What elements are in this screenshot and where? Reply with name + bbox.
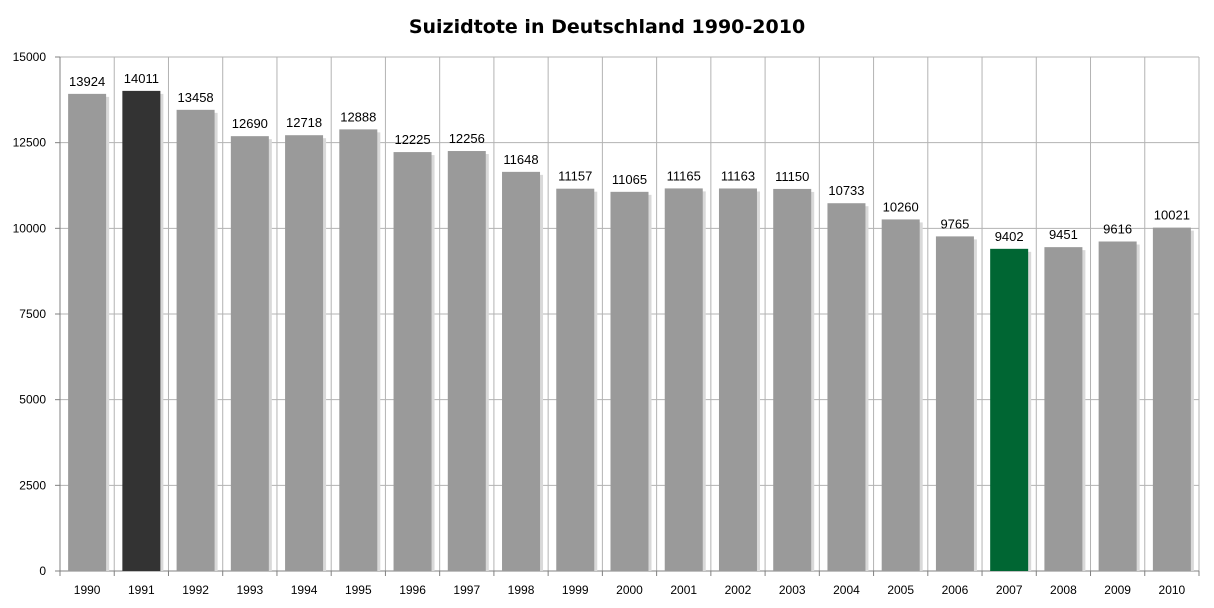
x-tick-label-1993: 1993	[236, 583, 263, 597]
bar-2000	[610, 191, 649, 571]
chart-title: Suizidtote in Deutschland 1990-2010	[409, 16, 805, 38]
x-tick-label-2008: 2008	[1050, 583, 1077, 597]
bar-2007	[990, 248, 1029, 571]
data-label-2009: 9616	[1103, 221, 1132, 236]
bar-2010	[1152, 227, 1191, 571]
bar-1996	[393, 152, 432, 571]
data-label-1990: 13924	[69, 74, 105, 89]
y-tick-label: 15000	[13, 50, 47, 64]
x-tick-label-1991: 1991	[128, 583, 155, 597]
y-tick-label: 12500	[13, 136, 47, 150]
y-tick-label: 7500	[19, 307, 46, 321]
data-label-2006: 9765	[940, 216, 969, 231]
x-tick-label-2001: 2001	[670, 583, 697, 597]
x-tick-label-2005: 2005	[887, 583, 914, 597]
x-tick-label-1994: 1994	[291, 583, 318, 597]
bar-2009	[1098, 241, 1137, 571]
bar-1990	[68, 93, 107, 571]
bar-2008	[1044, 247, 1083, 571]
x-tick-label-1996: 1996	[399, 583, 426, 597]
bar-2004	[827, 203, 866, 571]
x-tick-label-2003: 2003	[779, 583, 806, 597]
data-label-2002: 11163	[721, 168, 755, 183]
y-tick-label: 0	[39, 564, 46, 578]
x-tick-label-2007: 2007	[996, 583, 1023, 597]
data-label-2004: 10733	[828, 183, 864, 198]
bar-2006	[935, 236, 974, 572]
data-label-1999: 11157	[558, 169, 592, 184]
x-tick-label-1992: 1992	[182, 583, 209, 597]
bar-2003	[773, 188, 812, 571]
x-tick-label-2002: 2002	[725, 583, 752, 597]
x-tick-label-1997: 1997	[453, 583, 480, 597]
data-label-1995: 12888	[340, 109, 376, 124]
x-tick-label-1999: 1999	[562, 583, 589, 597]
bar-2005	[881, 219, 920, 571]
data-label-2007: 9402	[995, 229, 1024, 244]
bar-1991	[122, 90, 161, 571]
data-label-1998: 11648	[503, 152, 538, 167]
bar-1999	[556, 188, 595, 571]
x-tick-label-2000: 2000	[616, 583, 643, 597]
bar-1998	[502, 171, 541, 571]
data-label-1991: 14011	[124, 71, 159, 86]
bars	[68, 90, 1194, 572]
data-label-1994: 12718	[286, 115, 322, 130]
x-axis-tick-labels: 1990 1991 1992 1993 1994 1995 1996 1997 1998 1999…	[74, 583, 1186, 597]
bar-1992	[176, 109, 215, 571]
bar-1995	[339, 129, 378, 571]
data-label-2001: 11165	[667, 168, 701, 183]
y-axis-tick-labels: 0 2500 5000 7500 10000 12500 15000	[13, 50, 47, 578]
data-label-1992: 13458	[178, 90, 214, 105]
y-tick-label: 10000	[13, 221, 47, 235]
x-tick-label-2006: 2006	[942, 583, 969, 597]
x-tick-label-1998: 1998	[508, 583, 535, 597]
data-label-2010: 10021	[1154, 208, 1190, 223]
x-tick-label-2010: 2010	[1159, 583, 1186, 597]
y-tick-label: 5000	[19, 393, 46, 407]
data-label-1996: 12225	[394, 132, 430, 147]
data-label-2005: 10260	[883, 199, 919, 214]
y-tick-label: 2500	[19, 478, 46, 492]
data-label-1993: 12690	[232, 116, 268, 131]
bar-2002	[718, 188, 757, 571]
bar-1993	[230, 136, 269, 571]
bar-1994	[285, 135, 324, 571]
data-labels: 13924 14011 13458 12690 12718 12888 12225 12256…	[69, 71, 1190, 244]
data-label-2008: 9451	[1049, 227, 1078, 242]
data-label-1997: 12256	[449, 131, 485, 146]
x-tick-label-1990: 1990	[74, 583, 101, 597]
bar-2001	[664, 188, 703, 572]
x-tick-label-1995: 1995	[345, 583, 372, 597]
x-tick-label-2004: 2004	[833, 583, 860, 597]
data-label-2000: 11065	[612, 172, 647, 187]
x-tick-label-2009: 2009	[1104, 583, 1131, 597]
bar-1997	[447, 151, 486, 571]
data-label-2003: 11150	[775, 169, 809, 184]
